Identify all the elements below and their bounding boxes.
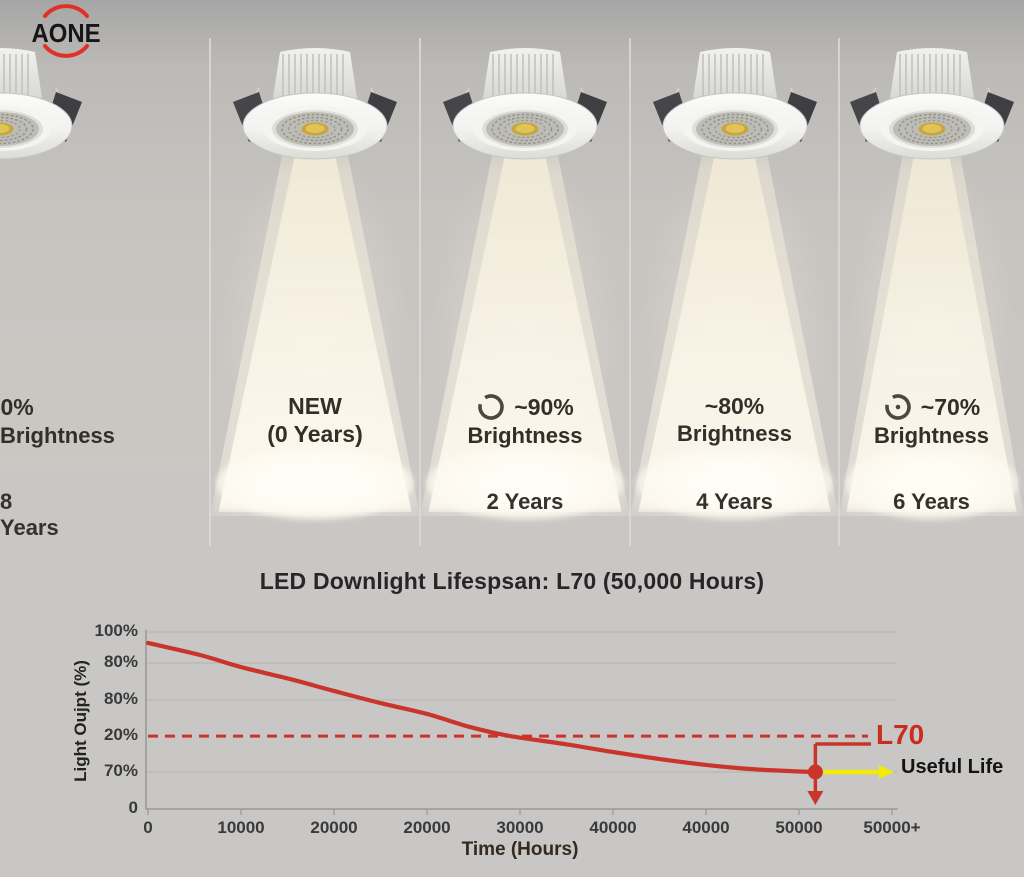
brightness-label: Brightness (467, 423, 583, 448)
panel-6-years: ~70% Brightness 6 Years (839, 0, 1024, 555)
panel-caption: ~90% Brightness (420, 392, 630, 450)
panel-divider (838, 38, 840, 546)
panel-4-years: ~80% Brightness 4 Years (630, 0, 839, 555)
product-lifespan-infographic: AONE NEW (0 Years) ~90% Brightness 2 Yea… (0, 0, 1024, 555)
y-tick-label: 100% (94, 621, 138, 640)
y-tick-label: 80% (103, 652, 138, 671)
light-pool (844, 446, 1019, 520)
downlight-image (435, 46, 615, 178)
panel-title: NEW (288, 393, 342, 419)
lifespan-chart: LED Downlight Lifespsan: L70 (50,000 Hou… (0, 555, 1024, 877)
brightness-value: ~80% (704, 393, 765, 419)
panel-years: 2 Years (486, 489, 564, 514)
x-tick-label: 20000 (403, 818, 451, 837)
downlight-image (842, 46, 1022, 178)
light-pool (216, 446, 414, 520)
x-tick-label: 40000 (589, 818, 637, 837)
y-tick-label: 0 (128, 798, 138, 817)
brightness-value: ~90% (514, 394, 574, 420)
downlight-image (0, 46, 90, 178)
y-tick-label: 80% (103, 689, 138, 708)
brightness-label: Brightness (874, 423, 989, 448)
x-tick-label: 30000 (496, 818, 544, 837)
chart-title: LED Downlight Lifespsan: L70 (50,000 Hou… (259, 568, 765, 594)
plot-canvas (145, 630, 898, 815)
x-tick-label: 0 (143, 818, 153, 837)
x-tick-label: 20000 (310, 818, 358, 837)
light-pool (426, 446, 624, 520)
x-tick-label: 50000 (775, 818, 823, 837)
panel-caption: ~80% Brightness (630, 392, 839, 448)
l70-annotation: L70 (876, 719, 925, 750)
x-axis-title: Time (Hours) (461, 839, 579, 860)
brand-logo: AONE (10, 2, 122, 60)
brightness-value: <70% (0, 394, 34, 420)
panel-divider (629, 38, 631, 546)
panel-subtitle: (0 Years) (267, 421, 363, 447)
brightness-label: Brightness (677, 421, 792, 446)
brightness-value: ~70% (920, 394, 981, 420)
downlight-image (645, 46, 825, 178)
x-tick-label: 50000+ (863, 818, 921, 837)
logo-ring-icon (43, 4, 89, 58)
x-tick-label: 10000 (217, 818, 265, 837)
useful-life-annotation: Useful Life (901, 756, 1004, 778)
panel-years: 6 Years (893, 489, 970, 514)
x-tick-label: 40000 (682, 818, 730, 837)
panel-divider (209, 38, 211, 546)
brightness-ring-icon (478, 394, 505, 420)
panel-divider (419, 38, 421, 546)
y-tick-label: 70% (103, 761, 138, 780)
panel-new: NEW (0 Years) (210, 0, 420, 555)
light-pool (636, 446, 833, 520)
panel-caption: ~70% Brightness (839, 392, 1024, 450)
brightness-ring-dot-icon (884, 394, 911, 420)
panel-caption: NEW (0 Years) (210, 392, 420, 448)
brand-name: AONE (31, 18, 101, 48)
downlight-image (225, 46, 405, 178)
panel-years: 4 Years (696, 489, 773, 514)
y-axis-ticks: 100% 80% 80% 20% 70% 0 (86, 555, 138, 877)
panel-2-years: ~90% Brightness 2 Years (420, 0, 630, 555)
y-tick-label: 20% (103, 725, 138, 744)
